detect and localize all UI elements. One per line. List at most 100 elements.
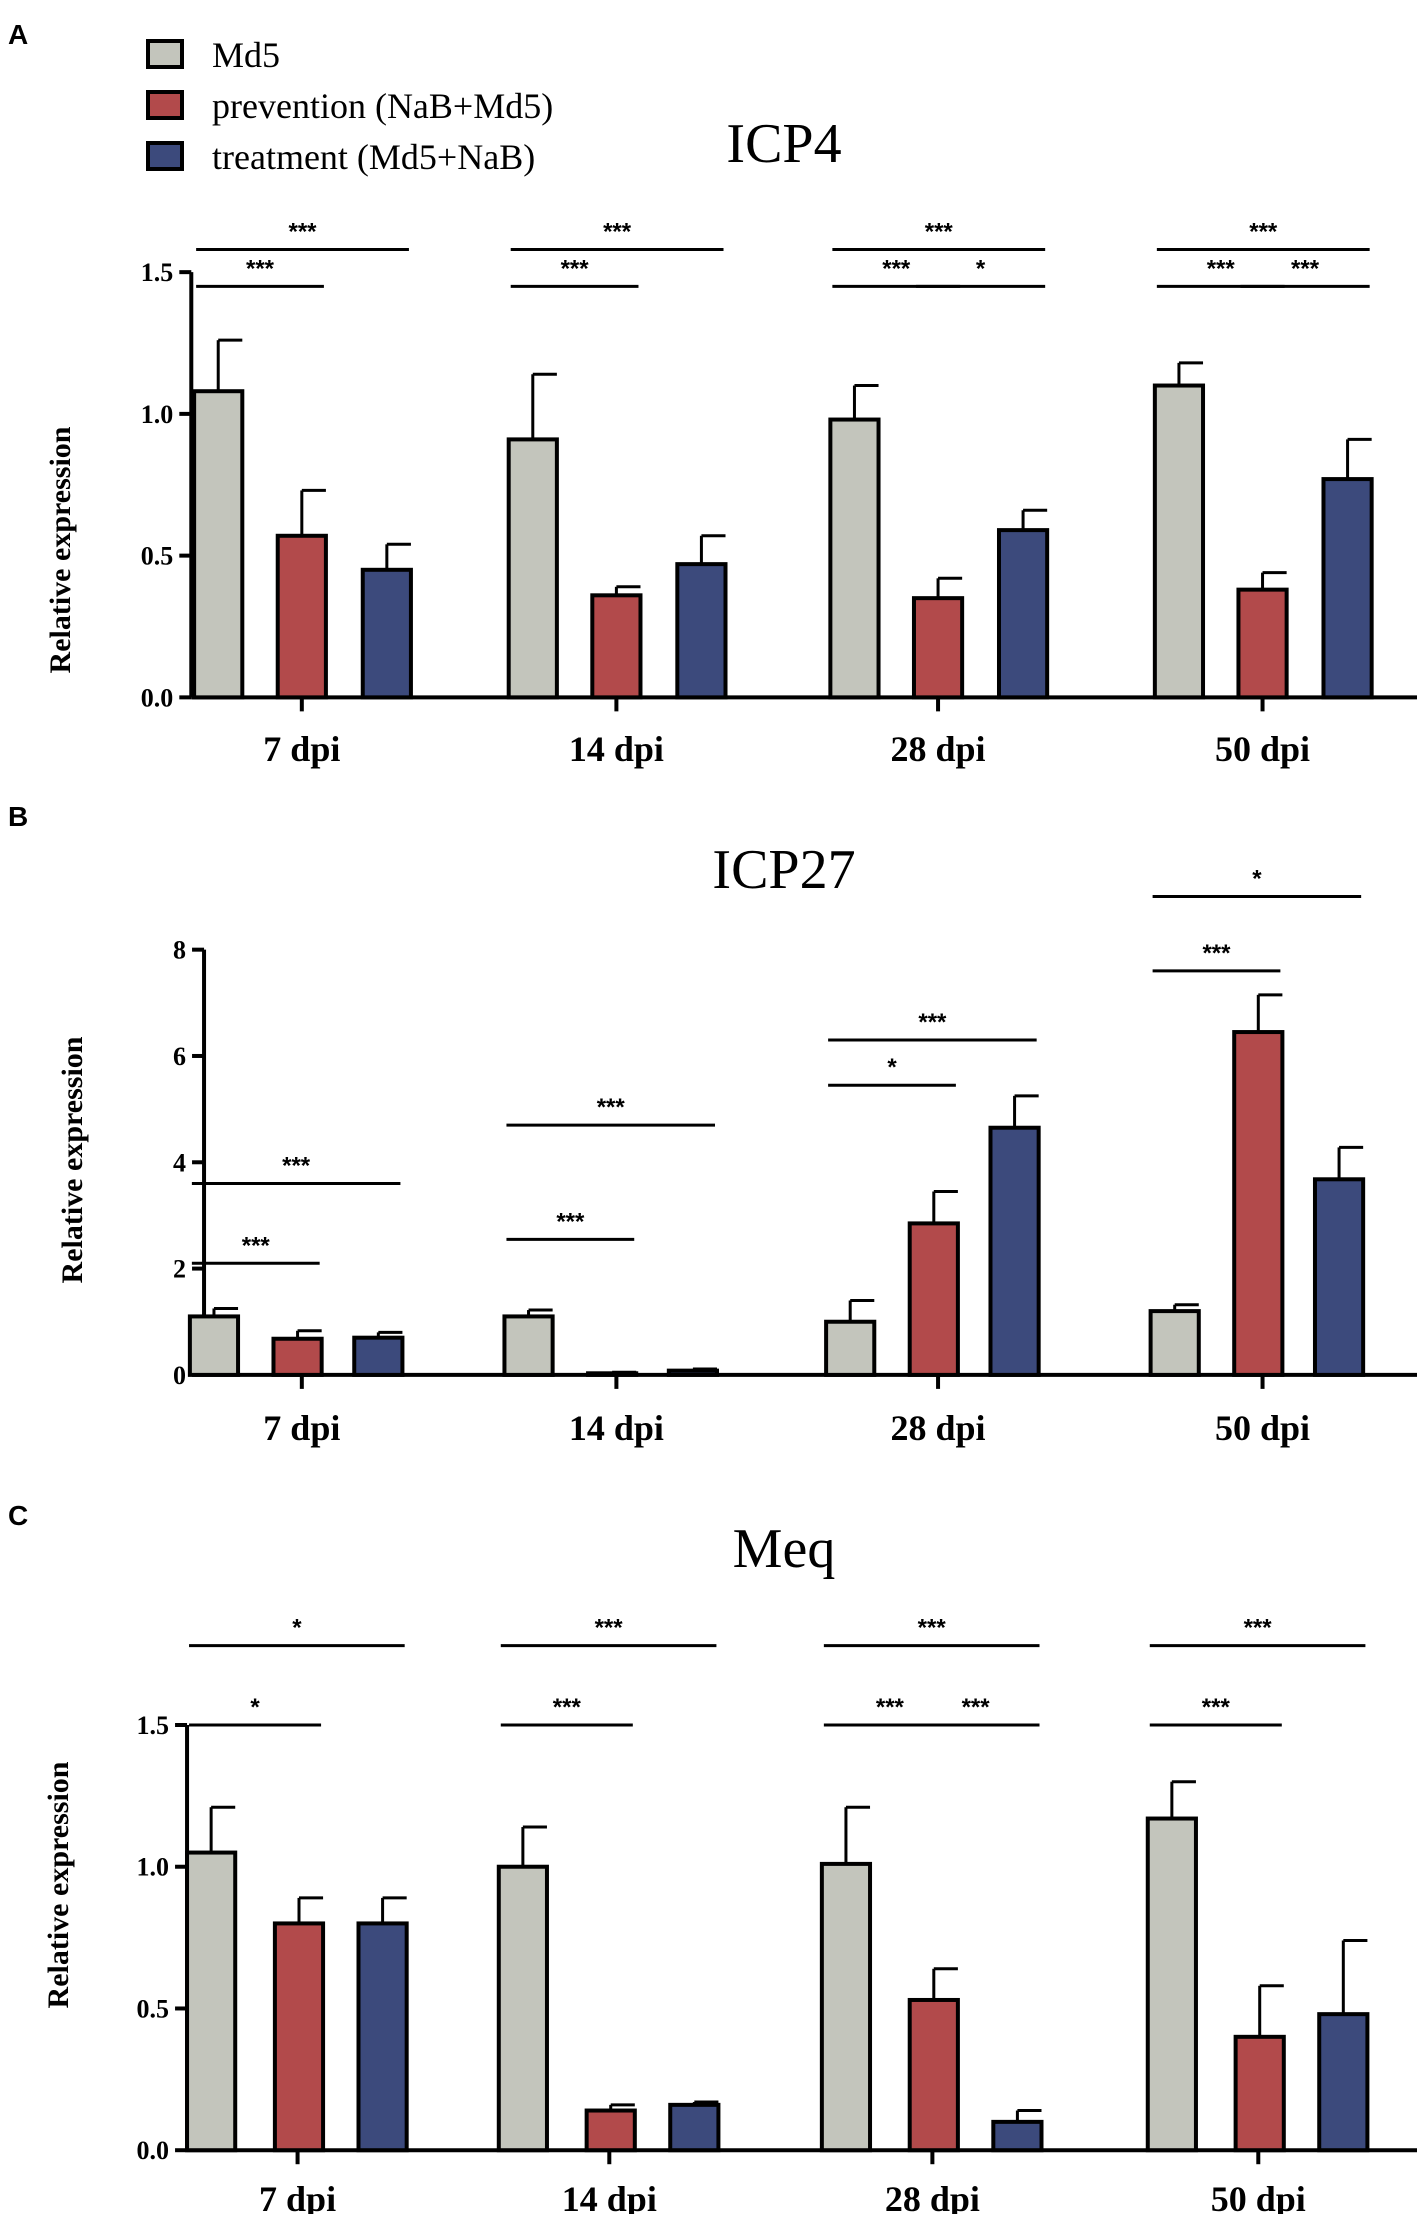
y-tick-label: 6	[173, 1042, 186, 1071]
bar	[504, 1316, 552, 1374]
chart-title-meq: Meq	[733, 1518, 836, 1580]
legend-swatch-md5	[148, 41, 182, 67]
bar	[1238, 590, 1286, 698]
bar	[194, 391, 242, 697]
significance-label: ***	[553, 1694, 582, 1721]
legend-label-md5: Md5	[212, 35, 280, 75]
bar	[359, 1923, 407, 2150]
bar	[190, 1316, 238, 1374]
bar	[914, 598, 962, 697]
bar	[592, 595, 640, 697]
bar	[278, 536, 326, 698]
y-axis-label-b: Relative expression	[56, 1036, 89, 1283]
significance-label: *	[292, 1615, 302, 1642]
bar	[999, 530, 1047, 697]
bar	[509, 439, 557, 697]
bar	[499, 1867, 547, 2150]
significance-label: ***	[925, 218, 954, 245]
y-axis-label-c: Relative expression	[42, 1761, 75, 2008]
significance-label: ***	[561, 255, 590, 282]
x-category-label: 14 dpi	[562, 2179, 657, 2214]
bar	[587, 2111, 635, 2151]
bar	[830, 420, 878, 698]
panel-a: A ICP4 Relative expression 0.0 0.5 1.0 1.5 7…	[8, 19, 1417, 769]
x-category-label: 28 dpi	[891, 1408, 986, 1448]
significance-label: *	[1252, 866, 1262, 893]
plot-area-a: 0.0 0.5 1.0 1.5 7 dpi 14 dpi 28 dpi 50 dpi *** **…	[141, 218, 1417, 769]
bar	[910, 1223, 958, 1374]
bar	[1148, 1819, 1196, 2151]
bar	[1151, 1311, 1199, 1375]
significance-label: ***	[1249, 218, 1278, 245]
x-category-label: 14 dpi	[569, 1408, 664, 1448]
y-tick-label: 1.5	[137, 1711, 170, 1740]
bar	[826, 1322, 874, 1375]
significance-label: *	[887, 1054, 897, 1081]
y-tick-label: 0.5	[137, 1994, 170, 2023]
bar	[363, 570, 411, 698]
x-category-label: 14 dpi	[569, 729, 664, 769]
significance-label: ***	[289, 218, 318, 245]
x-category-label: 28 dpi	[891, 729, 986, 769]
panel-b: B ICP27 Relative expression 0 2 4 6 8 7 dpi 14…	[8, 801, 1417, 1448]
x-category-label: 50 dpi	[1215, 729, 1310, 769]
bar	[1234, 1032, 1282, 1375]
plot-area-c: 0.00.51.01.57 dpi 14 dpi 28 dpi 50 dpi*****…	[137, 1615, 1417, 2214]
y-tick-label: 0.0	[141, 683, 174, 712]
bar	[990, 1128, 1038, 1375]
bar	[588, 1373, 636, 1375]
bar	[670, 2105, 718, 2150]
y-tick-label: 1.0	[137, 1853, 170, 1882]
y-tick-label: 0.0	[137, 2136, 170, 2165]
y-tick-label: 0	[173, 1361, 186, 1390]
bar	[1319, 2014, 1367, 2150]
x-category-label: 7 dpi	[263, 729, 340, 769]
significance-label: ***	[242, 1232, 271, 1259]
bar	[669, 1371, 717, 1375]
significance-label: ***	[962, 1694, 991, 1721]
bar	[1236, 2037, 1284, 2150]
x-category-label: 50 dpi	[1211, 2179, 1306, 2214]
x-category-label: 50 dpi	[1215, 1408, 1310, 1448]
bar	[354, 1338, 402, 1375]
chart-title-icp4: ICP4	[726, 113, 841, 175]
significance-label: ***	[918, 1615, 947, 1642]
significance-label: ***	[1202, 1694, 1231, 1721]
figure: Md5 prevention (NaB+Md5) treatment (Md5+…	[0, 0, 1417, 2214]
bar	[677, 564, 725, 697]
significance-label: ***	[282, 1153, 311, 1180]
significance-label: ***	[597, 1094, 626, 1121]
significance-label: ***	[1202, 940, 1231, 967]
legend-swatch-prevention	[148, 92, 182, 118]
y-tick-label: 1.0	[141, 400, 174, 429]
bar	[1155, 386, 1203, 698]
legend: Md5 prevention (NaB+Md5) treatment (Md5+…	[148, 35, 553, 177]
x-category-label: 7 dpi	[263, 1408, 340, 1448]
legend-swatch-treatment	[148, 143, 182, 169]
y-tick-label: 8	[173, 936, 186, 965]
panel-letter-b: B	[8, 801, 28, 832]
significance-label: ***	[882, 255, 911, 282]
bar	[993, 2122, 1041, 2150]
x-category-label: 28 dpi	[885, 2179, 980, 2214]
x-category-label: 7 dpi	[259, 2179, 336, 2214]
bar	[273, 1339, 321, 1375]
bar	[822, 1864, 870, 2150]
bar	[275, 1923, 323, 2150]
y-tick-label: 2	[173, 1255, 186, 1284]
chart-title-icp27: ICP27	[712, 839, 855, 901]
significance-label: ***	[595, 1615, 624, 1642]
y-axis-label-a: Relative expression	[44, 426, 77, 673]
significance-label: *	[250, 1694, 260, 1721]
significance-label: ***	[556, 1208, 585, 1235]
significance-label: ***	[876, 1694, 905, 1721]
panel-letter-a: A	[8, 19, 28, 50]
legend-label-prevention: prevention (NaB+Md5)	[212, 86, 553, 126]
significance-label: ***	[603, 218, 632, 245]
panel-letter-c: C	[8, 1500, 28, 1531]
y-tick-label: 0.5	[141, 542, 174, 571]
y-tick-label: 1.5	[141, 258, 174, 287]
legend-label-treatment: treatment (Md5+NaB)	[212, 137, 535, 177]
bar	[187, 1853, 235, 2151]
